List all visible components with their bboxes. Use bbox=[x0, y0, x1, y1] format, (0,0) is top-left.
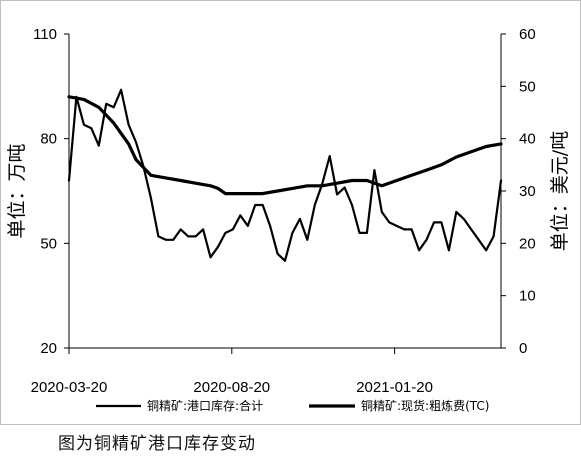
series-line-tc-fee bbox=[67, 95, 503, 196]
chart-frame: 110 80 50 20 60 50 40 30 20 10 0 2020-03-20 2020-08-… bbox=[0, 0, 581, 425]
right-tick-label: 10 bbox=[519, 288, 536, 305]
right-tick-label: 50 bbox=[519, 78, 536, 95]
left-tick-label: 110 bbox=[33, 26, 57, 43]
left-tick-label: 80 bbox=[40, 131, 57, 148]
figure-caption: 图为铜精矿港口库存变动 bbox=[58, 434, 256, 454]
dual-axis-line-chart: 110 80 50 20 60 50 40 30 20 10 0 2020-03-20 2020-08-… bbox=[6, 26, 571, 413]
right-tick-label: 20 bbox=[519, 235, 536, 252]
left-tick-label: 20 bbox=[40, 340, 57, 357]
x-tick-label: 2020-03-20 bbox=[31, 379, 108, 396]
x-tick-label: 2020-08-20 bbox=[193, 379, 270, 396]
left-axis-title: 单位：万吨 bbox=[6, 143, 28, 238]
right-tick-label: 60 bbox=[519, 26, 536, 43]
legend-item-port-inventory-label: 铜精矿:港口库存:合计 bbox=[147, 398, 263, 413]
left-tick-label: 50 bbox=[40, 235, 57, 252]
legend-item-tc-fee-label: 铜精矿:现货:粗炼费(TC) bbox=[361, 398, 489, 413]
x-tick-label: 2021-01-20 bbox=[356, 379, 433, 396]
series-line-port-inventory bbox=[67, 88, 503, 262]
right-axis-title: 单位：美元/吨 bbox=[549, 131, 571, 251]
right-tick-label: 0 bbox=[519, 340, 527, 357]
right-tick-label: 40 bbox=[519, 131, 536, 148]
right-tick-label: 30 bbox=[519, 183, 536, 200]
